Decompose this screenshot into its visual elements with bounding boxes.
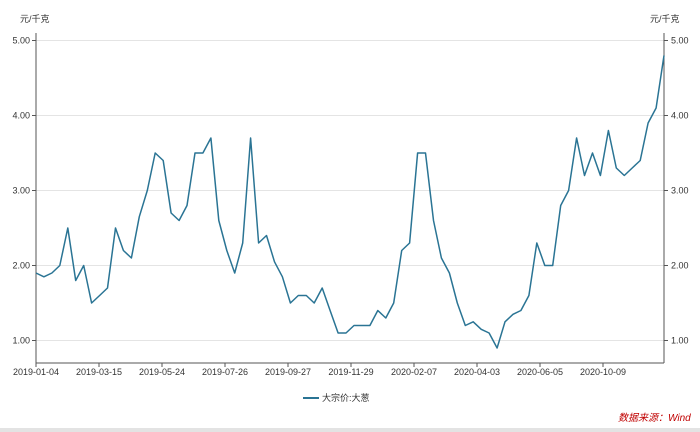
left-y-ticks: 1.00 2.00 3.00 4.00 5.00 xyxy=(12,36,36,346)
y-tick-label-left: 5.00 xyxy=(12,36,30,46)
x-tick-label: 2019-03-15 xyxy=(76,367,122,377)
y-tick-label-right: 3.00 xyxy=(671,186,689,196)
right-axis-unit: 元/千克 xyxy=(650,14,680,24)
y-tick-label-left: 4.00 xyxy=(12,111,30,121)
x-ticks: 2019-01-04 2019-03-15 2019-05-24 2019-07-26… xyxy=(13,363,626,377)
y-tick-label-left: 2.00 xyxy=(12,261,30,271)
y-tick-label-right: 2.00 xyxy=(671,261,689,271)
x-tick-label: 2019-01-04 xyxy=(13,367,59,377)
x-tick-label: 2019-05-24 xyxy=(139,367,185,377)
data-source-note: 数据来源：Wind xyxy=(618,412,691,424)
x-tick-label: 2020-02-07 xyxy=(391,367,437,377)
legend-label: 大宗价:大葱 xyxy=(322,392,370,403)
gridlines xyxy=(36,40,664,341)
y-tick-label-right: 4.00 xyxy=(671,111,689,121)
x-tick-label: 2019-09-27 xyxy=(265,367,311,377)
left-axis-unit: 元/千克 xyxy=(20,14,50,24)
x-tick-label: 2020-04-03 xyxy=(454,367,500,377)
x-tick-label: 2020-10-09 xyxy=(580,367,626,377)
series-line-dacong xyxy=(35,55,665,349)
bottom-scroll-strip xyxy=(0,428,700,432)
y-tick-label-right: 1.00 xyxy=(671,336,689,346)
x-tick-label: 2020-06-05 xyxy=(517,367,563,377)
y-tick-label-right: 5.00 xyxy=(671,36,689,46)
y-tick-label-left: 1.00 xyxy=(12,336,30,346)
x-tick-label: 2019-07-26 xyxy=(202,367,248,377)
legend: 大宗价:大葱 xyxy=(303,392,370,403)
right-y-ticks: 1.00 2.00 3.00 4.00 5.00 xyxy=(664,36,689,346)
y-tick-label-left: 3.00 xyxy=(12,186,30,196)
x-tick-label: 2019-11-29 xyxy=(328,367,373,377)
